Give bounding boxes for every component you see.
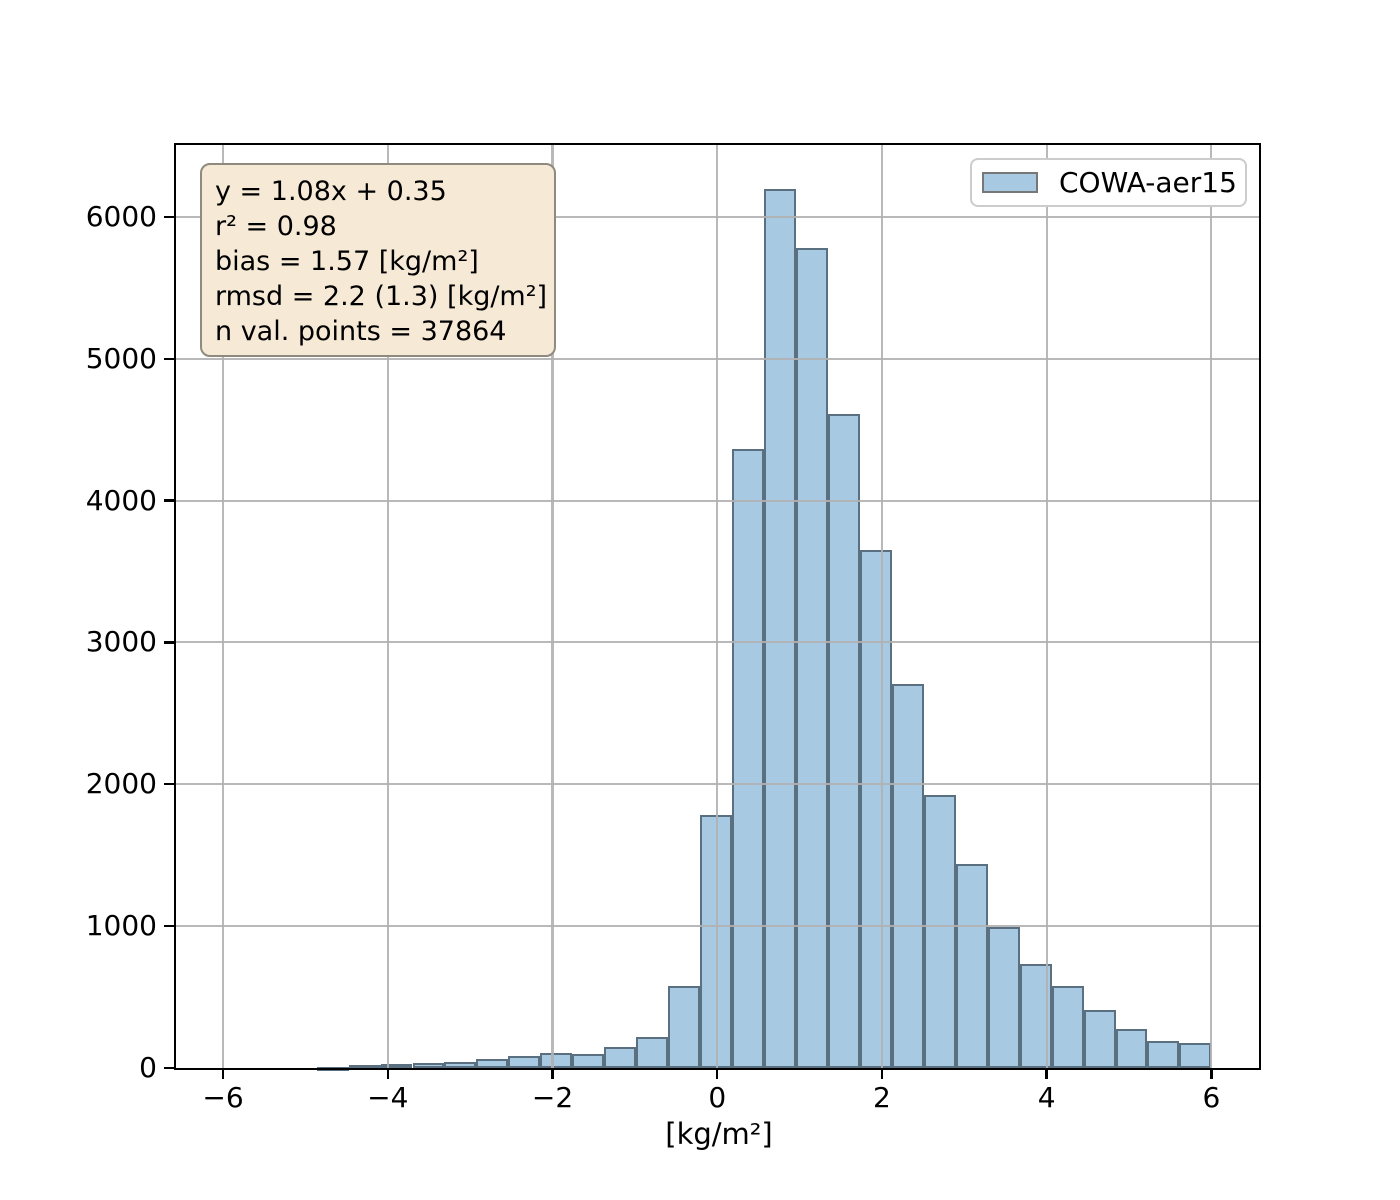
y-gridline [175,357,1260,360]
y-tick [163,357,174,361]
x-tick [1210,1069,1213,1080]
histogram-bar [1179,1043,1212,1068]
stats-box: y = 1.08x + 0.35 r² = 0.98 bias = 1.57 [… [200,163,556,357]
histogram-bar [1115,1028,1148,1068]
stats-line-npoints: n val. points = 37864 [215,316,507,347]
x-tick-label: −4 [367,1081,409,1114]
histogram-bar [1051,985,1084,1068]
x-tick [221,1069,225,1080]
stats-line-fit: y = 1.08x + 0.35 [215,176,447,207]
y-gridline [175,641,1260,644]
x-gridline [1210,144,1213,1068]
y-tick-label: 1000 [85,909,157,942]
y-tick [163,782,174,786]
y-tick [163,641,174,644]
stats-line-r2: r² = 0.98 [215,211,337,242]
histogram-bar [764,188,796,1068]
histogram-bar [476,1059,509,1068]
y-tick [163,215,174,219]
x-tick-label: −6 [202,1081,244,1114]
histogram-bar [380,1063,413,1068]
y-tick-label: 4000 [85,483,157,517]
histogram-bar [540,1052,573,1068]
legend: COWA-aer15 [970,158,1247,207]
histogram-bar [923,794,956,1068]
histogram-bar [891,683,924,1068]
y-tick-label: 6000 [85,200,157,234]
histogram-bar [348,1064,381,1069]
x-gridline [386,144,389,1068]
x-tick-label: 0 [708,1081,727,1114]
histogram-bar [636,1037,669,1068]
x-gridline [880,144,884,1068]
histogram-bar [572,1053,605,1068]
x-tick [386,1069,390,1080]
y-tick-label: 3000 [85,625,157,659]
histogram-bar [412,1062,445,1068]
x-gridline [221,144,225,1068]
histogram-bar [444,1061,477,1068]
histogram-bar [604,1046,637,1068]
x-tick [715,1069,719,1080]
legend-label: COWA-aer15 [1059,165,1237,199]
y-gridline [175,215,1260,219]
histogram-bar [316,1066,349,1071]
histogram-bar [859,550,892,1068]
histogram-bar [987,926,1020,1068]
y-tick [163,924,174,928]
x-axis-label: [kg/m²] [665,1117,773,1151]
histogram-bar [795,248,828,1068]
y-tick [163,499,174,502]
x-gridline [716,144,719,1068]
histogram-bar [1147,1040,1180,1068]
histogram-bar [700,814,733,1068]
y-tick-label: 2000 [85,767,157,801]
histogram-bar [955,863,988,1068]
histogram-bar [827,414,860,1068]
x-tick [1045,1069,1048,1080]
y-tick-label: 5000 [85,341,157,375]
y-gridline [175,783,1260,786]
histogram-bar [668,986,701,1068]
y-gridline [175,499,1260,502]
stats-line-bias: bias = 1.57 [kg/m²] [215,246,479,277]
stats-line-rmsd: rmsd = 2.2 (1.3) [kg/m²] [215,281,548,312]
x-tick-label: 4 [1037,1081,1056,1114]
legend-swatch [982,172,1038,193]
x-gridline [1045,144,1048,1068]
x-tick-label: −2 [531,1081,574,1114]
x-gridline [551,144,554,1068]
histogram-bar [508,1056,541,1068]
x-tick [880,1069,884,1080]
x-tick-label: 2 [873,1081,891,1114]
histogram-bar [1083,1010,1116,1068]
y-tick-label: 0 [139,1050,157,1084]
y-gridline [175,924,1260,928]
x-tick-label: 6 [1202,1081,1221,1114]
y-tick [163,1066,174,1070]
x-tick [551,1069,554,1080]
histogram-bar [732,448,765,1068]
